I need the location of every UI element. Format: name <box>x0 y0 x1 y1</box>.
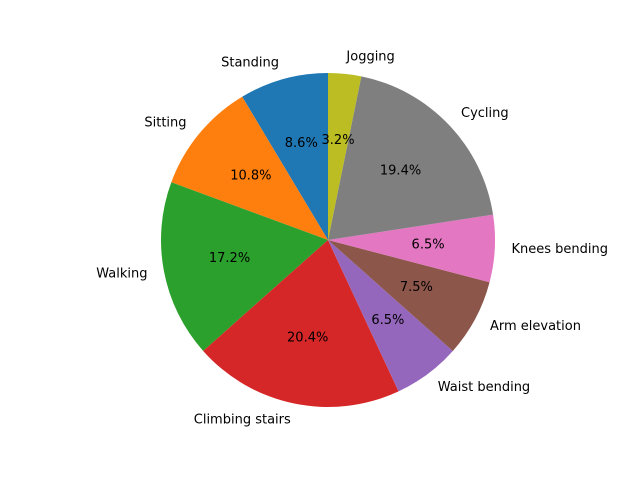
category-label-knees-bending: Knees bending <box>511 242 608 257</box>
pie-slice-climbing-stairs <box>203 240 399 408</box>
percent-label-sitting: 10.8% <box>230 169 271 184</box>
pie-slice-walking <box>160 182 328 351</box>
pie-slice-waist-bending <box>328 240 453 392</box>
percent-label-climbing-stairs: 20.4% <box>287 331 328 346</box>
pie-slices <box>160 73 495 408</box>
percent-label-cycling: 19.4% <box>380 163 421 178</box>
category-label-standing: Standing <box>221 55 279 70</box>
percent-label-waist-bending: 6.5% <box>371 313 404 328</box>
pie-slice-jogging <box>328 73 362 240</box>
category-label-arm-elevation: Arm elevation <box>490 319 581 334</box>
pie-slice-knees-bending <box>328 214 495 283</box>
percent-label-walking: 17.2% <box>209 251 250 266</box>
category-label-walking: Walking <box>96 267 147 282</box>
percent-label-standing: 8.6% <box>285 136 318 151</box>
percent-labels: 8.6% 10.8% 17.2% 20.4% 6.5% 7.5% 6.5% 19.4% 3.2% <box>209 133 445 346</box>
pie-slice-standing <box>242 73 328 240</box>
percent-label-arm-elevation: 7.5% <box>400 280 433 295</box>
percent-label-knees-bending: 6.5% <box>412 238 445 253</box>
percent-label-jogging: 3.2% <box>322 133 355 148</box>
category-label-sitting: Sitting <box>144 115 186 130</box>
category-label-climbing-stairs: Climbing stairs <box>194 412 291 427</box>
category-labels: Standing Sitting Walking Climbing stairs Wai… <box>96 50 608 428</box>
category-label-waist-bending: Waist bending <box>438 380 530 395</box>
category-label-jogging: Jogging <box>345 50 394 65</box>
pie-slice-cycling <box>328 76 494 240</box>
pie-slice-arm-elevation <box>328 240 490 351</box>
pie-slice-sitting <box>171 96 328 240</box>
category-label-cycling: Cycling <box>461 106 509 121</box>
